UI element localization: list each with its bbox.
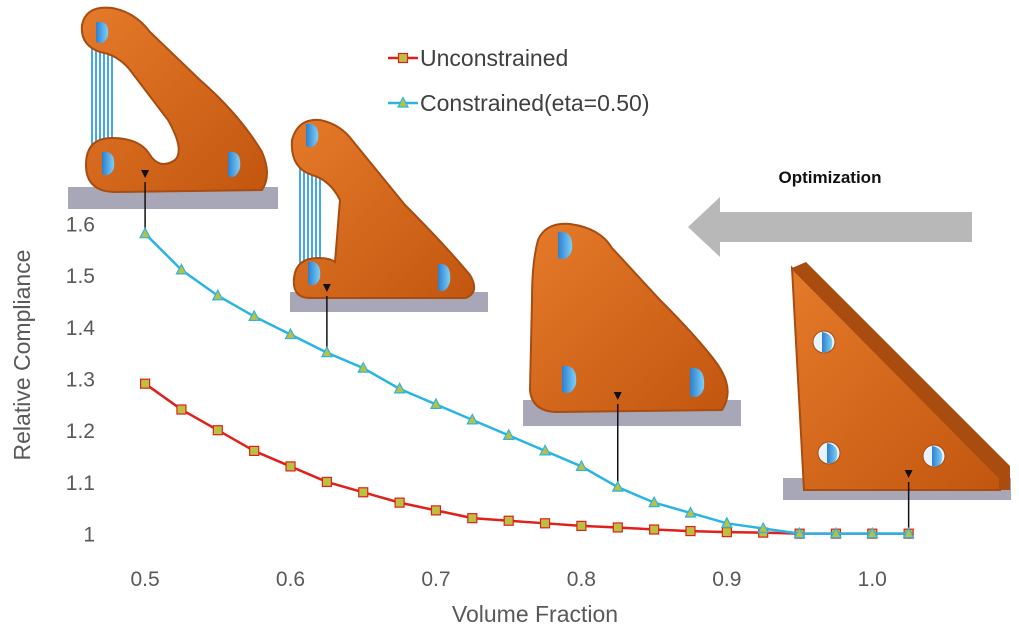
y-tick-label: 1.6 bbox=[66, 213, 95, 236]
bolt-hole-icon bbox=[96, 21, 109, 44]
arrowhead-icon bbox=[613, 392, 622, 400]
support-struts bbox=[91, 45, 113, 155]
arrowhead-icon bbox=[322, 284, 331, 292]
y-tick-label: 1.2 bbox=[66, 420, 95, 443]
data-point-constrained bbox=[757, 521, 770, 534]
data-point-constrained bbox=[829, 526, 842, 539]
bolt-hole-icon bbox=[558, 231, 573, 259]
bracket-body bbox=[80, 6, 268, 194]
data-point-constrained bbox=[393, 382, 406, 394]
data-point-constrained bbox=[684, 506, 697, 518]
data-point-constrained bbox=[248, 309, 261, 322]
arrowhead-icon bbox=[141, 170, 150, 178]
x-tick-label: 0.7 bbox=[421, 568, 450, 591]
data-point-constrained bbox=[357, 361, 370, 373]
legend-marker-icon bbox=[397, 52, 409, 64]
legend-label: Constrained(eta=0.50) bbox=[420, 90, 650, 116]
data-point-constrained bbox=[211, 288, 224, 301]
bracket-shape-vf-0.625 bbox=[290, 118, 488, 312]
bracket-shape-vf-0.5 bbox=[68, 6, 278, 209]
x-tick-label: 0.8 bbox=[567, 568, 596, 591]
data-point-unconstrained bbox=[139, 378, 151, 389]
bolt-hole-icon bbox=[228, 151, 241, 177]
data-point-constrained bbox=[175, 263, 188, 275]
data-point-constrained bbox=[320, 345, 333, 358]
inset-pointers bbox=[141, 170, 913, 530]
series-line-constrained bbox=[144, 232, 909, 535]
data-point-unconstrained bbox=[358, 487, 369, 498]
data-point-unconstrained bbox=[249, 445, 260, 457]
optimization-arrow-icon bbox=[688, 197, 972, 257]
data-point-constrained bbox=[793, 526, 806, 539]
data-point-constrained bbox=[466, 413, 479, 425]
data-point-constrained bbox=[575, 459, 588, 472]
data-point-constrained bbox=[429, 397, 442, 409]
data-point-constrained bbox=[539, 444, 552, 456]
bolt-hole-icon bbox=[306, 123, 319, 148]
bolt-hole-icon bbox=[690, 367, 705, 397]
bracket-body bbox=[528, 222, 729, 414]
data-point-unconstrained bbox=[394, 497, 405, 508]
data-point-unconstrained bbox=[612, 522, 623, 533]
data-point-unconstrained bbox=[685, 525, 696, 537]
x-axis-ticks: 0.5 0.6 0.7 0.8 0.9 1.0 bbox=[130, 568, 886, 591]
arrowhead-icon bbox=[904, 470, 913, 478]
y-axis-title: Relative Compliance bbox=[9, 250, 35, 461]
data-point-unconstrained bbox=[285, 461, 296, 472]
x-tick-label: 0.9 bbox=[712, 568, 741, 591]
legend-label: Unconstrained bbox=[420, 45, 568, 71]
data-point-unconstrained bbox=[176, 404, 187, 415]
y-tick-label: 1 bbox=[83, 524, 95, 547]
data-point-constrained bbox=[866, 526, 879, 539]
x-tick-label: 0.5 bbox=[130, 568, 159, 591]
legend-marker-icon bbox=[397, 96, 409, 108]
data-point-constrained bbox=[284, 327, 297, 340]
series-lines bbox=[139, 226, 915, 539]
support-struts bbox=[299, 160, 321, 265]
data-point-unconstrained bbox=[321, 476, 332, 488]
data-point-unconstrained bbox=[721, 527, 732, 538]
y-tick-label: 1.3 bbox=[66, 369, 95, 392]
bracket-shape-vf-0.825 bbox=[523, 222, 741, 426]
data-point-unconstrained bbox=[430, 505, 442, 516]
optimization-annotation: Optimization bbox=[688, 168, 972, 257]
y-tick-label: 1.5 bbox=[66, 265, 95, 288]
data-point-constrained bbox=[720, 516, 733, 528]
series-line-unconstrained bbox=[144, 382, 909, 535]
data-point-unconstrained bbox=[576, 520, 587, 531]
x-tick-label: 0.6 bbox=[276, 568, 305, 591]
y-tick-label: 1.1 bbox=[66, 472, 95, 495]
x-tick-label: 1.0 bbox=[858, 568, 887, 591]
data-point-constrained bbox=[139, 226, 152, 239]
data-point-unconstrained bbox=[467, 513, 478, 524]
y-tick-label: 1.4 bbox=[66, 317, 96, 340]
data-point-unconstrained bbox=[503, 515, 514, 526]
bracket-shape-vf-1.025 bbox=[783, 262, 1011, 500]
bracket-body bbox=[790, 265, 1001, 491]
data-point-constrained bbox=[502, 428, 515, 440]
y-axis-ticks: 1 1.1 1.2 1.3 1.4 1.5 1.6 bbox=[66, 213, 96, 546]
data-point-constrained bbox=[648, 495, 661, 508]
bolt-hole-icon bbox=[438, 263, 451, 291]
shape-insets bbox=[68, 6, 1011, 500]
data-point-unconstrained bbox=[539, 518, 551, 529]
optimization-label: Optimization bbox=[779, 168, 882, 187]
bolt-hole-icon bbox=[308, 261, 321, 286]
x-axis-title: Volume Fraction bbox=[452, 601, 618, 627]
data-point-constrained bbox=[611, 480, 624, 492]
bracket-body bbox=[290, 118, 476, 299]
data-point-constrained bbox=[902, 526, 915, 539]
bolt-hole-icon bbox=[562, 365, 577, 393]
data-point-unconstrained bbox=[649, 524, 660, 535]
bolt-hole-icon bbox=[102, 151, 115, 176]
data-point-unconstrained bbox=[212, 425, 223, 436]
legend: Unconstrained Constrained(eta=0.50) bbox=[388, 45, 650, 116]
